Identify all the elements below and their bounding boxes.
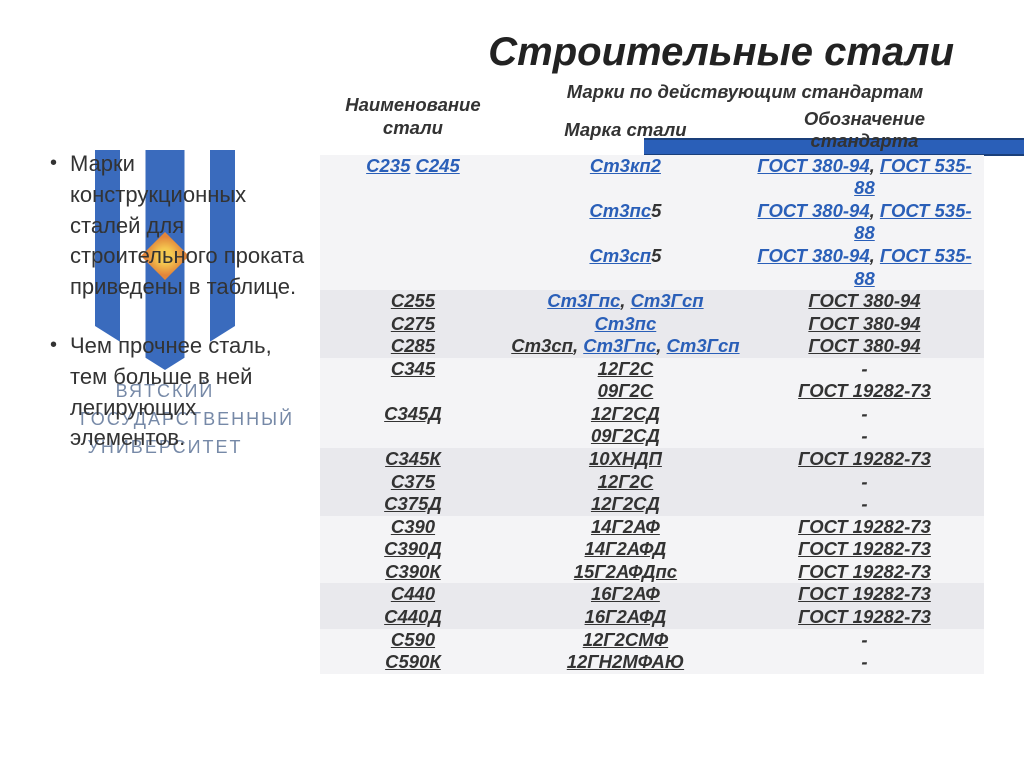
cell-name (320, 425, 506, 448)
cell-std: - (745, 358, 984, 381)
cell-std: ГОСТ 380-94, ГОСТ 535-88 (745, 245, 984, 290)
cell-grade: 09Г2С (506, 380, 745, 403)
cell-std: ГОСТ 19282-73 (745, 538, 984, 561)
cell-std: ГОСТ 380-94, ГОСТ 535-88 (745, 155, 984, 200)
cell-grade: Ст3кп2 (506, 155, 745, 200)
table-row: С34512Г2С- (320, 358, 984, 381)
table-row: Ст3сп5ГОСТ 380-94, ГОСТ 535-88 (320, 245, 984, 290)
table-row: С235 С245Ст3кп2ГОСТ 380-94, ГОСТ 535-88 (320, 155, 984, 200)
cell-std: - (745, 651, 984, 674)
cell-std: ГОСТ 19282-73 (745, 448, 984, 471)
cell-grade: 12Г2С (506, 471, 745, 494)
table-row: С390Д14Г2АФДГОСТ 19282-73 (320, 538, 984, 561)
cell-std: - (745, 629, 984, 652)
cell-name: С345К (320, 448, 506, 471)
cell-name: С255 (320, 290, 506, 313)
cell-std: ГОСТ 19282-73 (745, 516, 984, 539)
table-row: С275Ст3псГОСТ 380-94 (320, 313, 984, 336)
bullet-item: Чем прочнее сталь, тем больше в ней леги… (50, 331, 310, 454)
cell-std: ГОСТ 380-94 (745, 290, 984, 313)
cell-grade: Ст3пс5 (506, 200, 745, 245)
cell-std: - (745, 471, 984, 494)
cell-name: С390 (320, 516, 506, 539)
cell-std: ГОСТ 380-94 (745, 335, 984, 358)
cell-name: С375Д (320, 493, 506, 516)
cell-name: С285 (320, 335, 506, 358)
table-row: С44016Г2АФГОСТ 19282-73 (320, 583, 984, 606)
cell-std: ГОСТ 19282-73 (745, 380, 984, 403)
cell-name: С345Д (320, 403, 506, 426)
cell-grade: 12Г2С (506, 358, 745, 381)
table-row: 09Г2СГОСТ 19282-73 (320, 380, 984, 403)
cell-name: С375 (320, 471, 506, 494)
cell-grade: 12Г2СД (506, 403, 745, 426)
cell-std: ГОСТ 380-94, ГОСТ 535-88 (745, 200, 984, 245)
cell-std: ГОСТ 380-94 (745, 313, 984, 336)
col-name: Наименование стали (320, 79, 506, 155)
table-row: С345Д12Г2СД- (320, 403, 984, 426)
cell-grade: 15Г2АФДпс (506, 561, 745, 584)
cell-grade: 12ГН2МФАЮ (506, 651, 745, 674)
col-group: Марки по действующим стандартам (506, 79, 984, 106)
bullet-item: Марки конструкционных сталей для строите… (50, 149, 310, 303)
table-row: С590К12ГН2МФАЮ- (320, 651, 984, 674)
table-row: С345К10ХНДПГОСТ 19282-73 (320, 448, 984, 471)
cell-name: С390К (320, 561, 506, 584)
cell-name: С345 (320, 358, 506, 381)
col-std: Обозначение стандарта (745, 106, 984, 155)
table-row: С285Ст3сп, Ст3Гпс, Ст3ГспГОСТ 380-94 (320, 335, 984, 358)
cell-grade: 16Г2АФД (506, 606, 745, 629)
cell-name (320, 380, 506, 403)
cell-grade: 12Г2СД (506, 493, 745, 516)
page-title: Строительные стали (50, 30, 984, 75)
cell-grade: Ст3сп, Ст3Гпс, Ст3Гсп (506, 335, 745, 358)
cell-std: ГОСТ 19282-73 (745, 561, 984, 584)
cell-name: С390Д (320, 538, 506, 561)
cell-name: С440Д (320, 606, 506, 629)
cell-grade: 14Г2АФ (506, 516, 745, 539)
cell-name (320, 245, 506, 290)
table-row: С39014Г2АФГОСТ 19282-73 (320, 516, 984, 539)
table-row: С255Ст3Гпс, Ст3ГспГОСТ 380-94 (320, 290, 984, 313)
table-row: С390К15Г2АФДпсГОСТ 19282-73 (320, 561, 984, 584)
cell-name: С440 (320, 583, 506, 606)
steel-table: Наименование стали Марки по действующим … (320, 79, 984, 674)
cell-std: - (745, 403, 984, 426)
cell-grade: Ст3пс (506, 313, 745, 336)
cell-name (320, 200, 506, 245)
col-grade: Марка стали (506, 106, 745, 155)
cell-name: С590 (320, 629, 506, 652)
cell-grade: 10ХНДП (506, 448, 745, 471)
table-row: С375Д12Г2СД- (320, 493, 984, 516)
cell-std: ГОСТ 19282-73 (745, 606, 984, 629)
table-row: С59012Г2СМФ- (320, 629, 984, 652)
table-row: С37512Г2С- (320, 471, 984, 494)
table-row: Ст3пс5ГОСТ 380-94, ГОСТ 535-88 (320, 200, 984, 245)
cell-std: - (745, 425, 984, 448)
cell-grade: 16Г2АФ (506, 583, 745, 606)
table-row: 09Г2СД- (320, 425, 984, 448)
cell-name: С590К (320, 651, 506, 674)
cell-grade: 09Г2СД (506, 425, 745, 448)
cell-std: - (745, 493, 984, 516)
cell-grade: Ст3Гпс, Ст3Гсп (506, 290, 745, 313)
table-row: С440Д16Г2АФДГОСТ 19282-73 (320, 606, 984, 629)
cell-grade: 14Г2АФД (506, 538, 745, 561)
cell-grade: 12Г2СМФ (506, 629, 745, 652)
cell-std: ГОСТ 19282-73 (745, 583, 984, 606)
cell-name: С275 (320, 313, 506, 336)
cell-name: С235 С245 (320, 155, 506, 200)
cell-grade: Ст3сп5 (506, 245, 745, 290)
bullet-panel: Марки конструкционных сталей для строите… (50, 79, 310, 674)
